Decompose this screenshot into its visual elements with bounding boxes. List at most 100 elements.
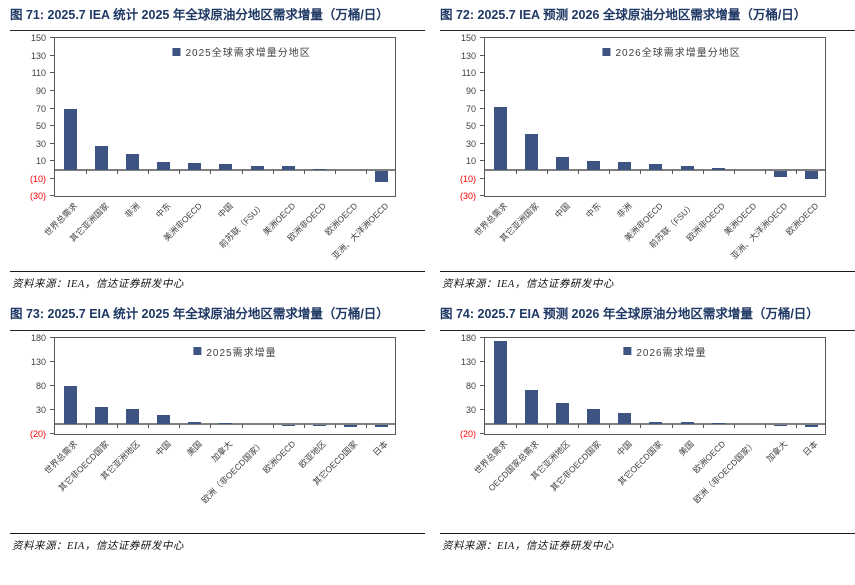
bar	[375, 425, 388, 428]
bar	[282, 425, 295, 427]
y-axis-tick-mark	[50, 195, 54, 197]
x-axis-tick-mark	[210, 424, 211, 429]
y-axis-tick-label: 70	[465, 103, 476, 114]
y-axis-tick-label: 180	[30, 332, 46, 343]
y-axis-tick-mark	[50, 107, 54, 109]
x-axis-label: 中国	[215, 201, 235, 221]
y-axis-tick-mark	[50, 360, 54, 362]
y-axis-tick-label: 150	[30, 33, 46, 44]
x-axis-label: 欧洲OECD	[783, 201, 821, 238]
y-axis-tick-label: (30)	[459, 191, 476, 202]
y-axis-tick-mark	[480, 90, 484, 92]
x-axis-tick-mark	[273, 170, 274, 175]
x-axis-label: 中国	[614, 438, 634, 458]
bar	[587, 161, 600, 171]
plot-area: 2025全球需求增量分地区	[54, 37, 396, 198]
x-axis-tick-mark	[578, 170, 579, 175]
bar	[344, 425, 357, 428]
bar	[649, 422, 662, 425]
y-axis-tick-label: (20)	[459, 428, 476, 439]
bar	[251, 166, 264, 171]
bar	[188, 422, 201, 425]
bar	[681, 166, 694, 171]
bar	[618, 162, 631, 171]
chart-legend: 2025需求增量	[193, 344, 276, 359]
x-axis-tick-mark	[273, 424, 274, 429]
y-axis-tick-mark	[480, 107, 484, 109]
y-axis-tick-label: 90	[465, 86, 476, 97]
x-axis-tick-mark	[242, 424, 243, 429]
bar	[219, 423, 232, 425]
figure-74: 图 74: 2025.7 EIA 预测 2026 年全球原油分地区需求增量（万桶…	[440, 305, 855, 552]
legend-label: 2025全球需求增量分地区	[185, 48, 311, 60]
x-axis-tick-mark	[304, 170, 305, 175]
x-axis-label: 加拿大	[209, 438, 235, 464]
legend-swatch	[193, 347, 202, 356]
y-axis-tick-label: 110	[461, 68, 476, 79]
x-axis-labels: 世界总需求 其它亚洲国家 中国 中东 非洲 美洲非OECD 前苏联（FSU） 欧洲非OECD 美…	[472, 197, 826, 271]
y-axis-tick-mark	[480, 432, 484, 434]
x-axis-label: 非洲	[122, 201, 142, 221]
x-axis-tick-mark	[672, 170, 673, 175]
y-axis-tick-label: 50	[465, 121, 476, 132]
x-axis-tick-mark	[179, 170, 180, 175]
bar	[525, 390, 538, 425]
bar	[618, 413, 631, 425]
x-axis-tick-mark	[547, 170, 548, 175]
bar	[649, 164, 662, 171]
legend-swatch	[623, 347, 632, 356]
legend-label: 2026全球需求增量分地区	[615, 48, 741, 60]
x-axis-tick-mark	[547, 424, 548, 429]
figure-71-chart: 2025全球需求增量分地区 150 130 110 90 70 50 30 10 (10) (30)…	[10, 33, 425, 271]
x-axis-tick-mark	[765, 424, 766, 429]
figure-72-title: 图 72: 2025.7 IEA 预测 2026 全球原油分地区需求增量（万桶/…	[440, 8, 807, 22]
y-axis-tick-mark	[50, 90, 54, 92]
bar	[95, 146, 108, 171]
figure-73-source: 资料来源：EIA，信达证券研发中心	[12, 540, 184, 552]
x-axis-tick-mark	[640, 170, 641, 175]
x-axis-tick-mark	[609, 424, 610, 429]
x-axis-tick-mark	[210, 170, 211, 175]
bar	[774, 171, 787, 178]
y-axis-tick-label: 150	[460, 33, 476, 44]
y-axis-tick-label: 70	[35, 103, 46, 114]
x-axis-tick-mark	[117, 170, 118, 175]
x-axis-label: 中东	[153, 201, 173, 221]
chart-legend: 2025全球需求增量分地区	[172, 44, 310, 59]
figure-71-title: 图 71: 2025.7 IEA 统计 2025 年全球原油分地区需求增量（万桶…	[10, 8, 389, 22]
x-axis-tick-mark	[148, 424, 149, 429]
x-axis-tick-mark	[366, 424, 367, 429]
x-axis-label: 非洲	[614, 201, 634, 221]
bar	[525, 134, 538, 171]
x-axis-labels: 世界总需求 OECD国家总需求 其它亚洲地区 其它非OECD国家 中国 其它OECD国家美…	[472, 435, 826, 533]
x-axis-label: 加拿大	[764, 438, 790, 464]
bar	[556, 403, 569, 425]
y-axis-tick-label: 80	[35, 380, 46, 391]
y-axis-tick-label: 30	[35, 138, 46, 149]
y-axis-tick-mark	[50, 384, 54, 386]
y-axis-tick-mark	[480, 160, 484, 162]
bar	[681, 422, 694, 425]
divider	[10, 30, 425, 32]
figure-72-source: 资料来源：IEA，信达证券研发中心	[442, 279, 614, 291]
x-axis-tick-mark	[703, 170, 704, 175]
y-axis-tick-mark	[480, 37, 484, 39]
divider	[10, 271, 425, 273]
divider	[440, 30, 855, 32]
y-axis-tick-mark	[50, 72, 54, 74]
y-axis-tick-mark	[480, 177, 484, 179]
y-axis-tick-label: 80	[465, 380, 476, 391]
bar	[188, 163, 201, 171]
zero-axis-line	[55, 423, 395, 426]
figure-72-chart: 2026全球需求增量分地区 150 130 110 90 70 50 30 10 (10) (30)…	[440, 33, 855, 271]
plot-area: 2026需求增量	[484, 336, 826, 435]
y-axis-tick-mark	[50, 125, 54, 127]
x-axis-tick-mark	[366, 170, 367, 175]
figures-row-1: 图 71: 2025.7 IEA 统计 2025 年全球原油分地区需求增量（万桶…	[10, 6, 855, 291]
x-axis-tick-mark	[117, 424, 118, 429]
x-axis-tick-mark	[703, 424, 704, 429]
x-axis-tick-mark	[86, 424, 87, 429]
chart-legend: 2026需求增量	[623, 344, 706, 359]
bar	[712, 168, 725, 171]
y-axis-tick-label: 180	[460, 332, 476, 343]
